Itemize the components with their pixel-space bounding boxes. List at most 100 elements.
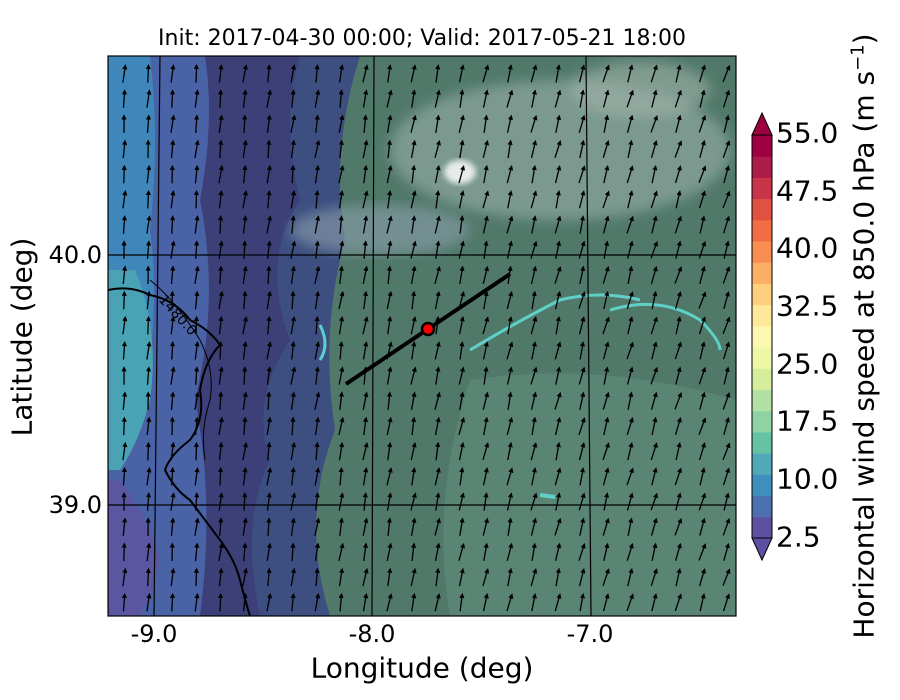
wind-arrow (650, 492, 659, 511)
wind-arrow (578, 417, 586, 435)
wind-arrow (458, 190, 465, 209)
wind-arrow (290, 567, 297, 587)
wind-arrow (266, 517, 272, 536)
wind-arrow (531, 467, 537, 486)
wind-arrow (314, 189, 320, 209)
wind-arrow (266, 341, 273, 360)
wind-arrow (434, 391, 441, 410)
x-axis-label: Longitude (deg) (310, 651, 534, 685)
wind-arrow (603, 416, 610, 436)
wind-arrow (555, 64, 561, 83)
wind-arrow (482, 139, 490, 159)
wind-arrow (626, 165, 634, 184)
river-3 (318, 324, 327, 361)
wind-arrow (122, 64, 128, 83)
wind-arrow (722, 568, 731, 586)
wind-arrow (531, 215, 537, 234)
wind-arrow (121, 215, 128, 234)
wind-arrow (579, 139, 586, 159)
wind-arrow (458, 416, 466, 436)
wind-arrow (434, 517, 441, 536)
wind-arrow (362, 89, 369, 108)
map-area[interactable]: 1480.0 (108, 56, 736, 616)
colorbar-segment (752, 304, 772, 327)
wind-arrow (411, 215, 417, 234)
wind-arrow (387, 567, 393, 587)
wind-arrow (578, 442, 586, 461)
wind-arrow (145, 114, 152, 133)
wind-arrow (531, 542, 537, 562)
wind-arrow (675, 316, 682, 335)
wind-arrow (314, 441, 320, 461)
cb-tick-47-5: 47.5 (776, 174, 839, 208)
wind-arrow (698, 417, 707, 435)
cb-tick-25: 25.0 (776, 347, 839, 381)
colorbar-segment (752, 325, 772, 348)
wind-arrow (122, 517, 128, 536)
wind-arrow (290, 315, 297, 335)
wind-arrow (626, 215, 634, 234)
wind-arrow (675, 567, 682, 587)
wind-arrow (483, 492, 489, 511)
wind-arrow (579, 265, 586, 285)
wind-arrow (266, 265, 272, 285)
wind-arrow (338, 341, 344, 360)
wind-arrow (698, 366, 707, 385)
wind-arrow (338, 567, 345, 587)
wind-arrow (699, 89, 706, 108)
wind-arrow (218, 189, 224, 209)
wind-arrow (386, 593, 393, 612)
wind-arrow (314, 164, 321, 184)
cb-tick-32-5: 32.5 (776, 289, 839, 323)
wind-arrow (530, 316, 538, 335)
wind-arrow (170, 567, 176, 587)
wind-arrow (435, 189, 441, 209)
wind-arrow (122, 265, 128, 285)
wind-arrow (314, 492, 320, 511)
wind-arrow (723, 492, 730, 511)
wind-arrow (314, 265, 321, 285)
wind-arrow (483, 290, 489, 310)
wind-arrow (699, 341, 706, 360)
cb-tick-40: 40.0 (776, 231, 839, 265)
cross-section-center-marker[interactable] (420, 321, 436, 337)
wind-arrow (242, 341, 248, 360)
wind-arrow (146, 164, 152, 184)
wind-arrow (723, 114, 730, 133)
wind-arrow (170, 441, 176, 461)
wind-arrow (650, 391, 658, 410)
wind-arrow (338, 64, 345, 83)
wind-arrow (410, 391, 417, 410)
wind-arrow (410, 542, 417, 562)
wind-arrow (169, 341, 176, 360)
wind-arrow (434, 265, 441, 284)
wind-arrow (674, 341, 682, 360)
wind-arrow (579, 89, 586, 108)
x-tick-minus9: -9.0 (130, 620, 178, 648)
wind-arrow (699, 215, 706, 234)
wind-arrow (722, 442, 731, 461)
wind-arrow (242, 190, 248, 209)
wind-arrow (121, 542, 127, 562)
wind-arrow (651, 593, 658, 612)
wind-arrow (674, 291, 682, 310)
colorbar-segment (752, 410, 772, 433)
wind-arrow (362, 492, 368, 511)
wind-arrow (603, 114, 610, 133)
graticule (108, 56, 736, 616)
wind-arrow (506, 165, 514, 184)
colorbar-segment (752, 347, 772, 369)
wind-arrow (290, 366, 297, 385)
wind-arrow (698, 316, 706, 335)
wind-arrow (386, 89, 393, 108)
wind-arrow (626, 417, 634, 435)
wind-arrow (650, 517, 658, 536)
wind-arrow (578, 567, 586, 587)
wind-arrow (290, 89, 296, 108)
wind-arrow (387, 441, 393, 461)
wind-arrow (145, 64, 151, 83)
wind-arrow (602, 215, 610, 234)
wind-arrow (579, 391, 586, 410)
wind-arrow (482, 341, 489, 360)
wind-arrow (651, 215, 658, 234)
